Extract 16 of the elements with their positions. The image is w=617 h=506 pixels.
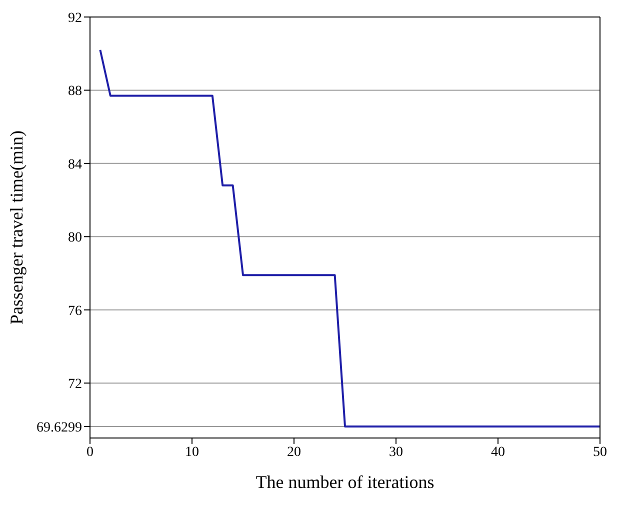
x-tick-label: 0 [86,444,94,460]
y-axis-title: Passenger travel time(min) [6,130,26,324]
x-tick-label: 50 [593,444,607,460]
x-tick-label: 40 [491,444,505,460]
y-tick-label: 80 [68,230,82,246]
y-tick-label: 92 [68,10,82,26]
x-axis-title: The number of iterations [256,472,434,492]
y-tick-label: 84 [68,157,82,172]
y-tick-label: 76 [68,304,82,319]
y-tick-label: 72 [68,377,82,392]
x-tick-label: 20 [287,444,301,460]
y-tick-label: 88 [68,84,82,100]
y-tick-label: 69.6299 [36,420,82,436]
line-series [99,48,600,428]
x-tick-label: 10 [185,444,199,460]
x-tick-label: 30 [389,444,403,460]
